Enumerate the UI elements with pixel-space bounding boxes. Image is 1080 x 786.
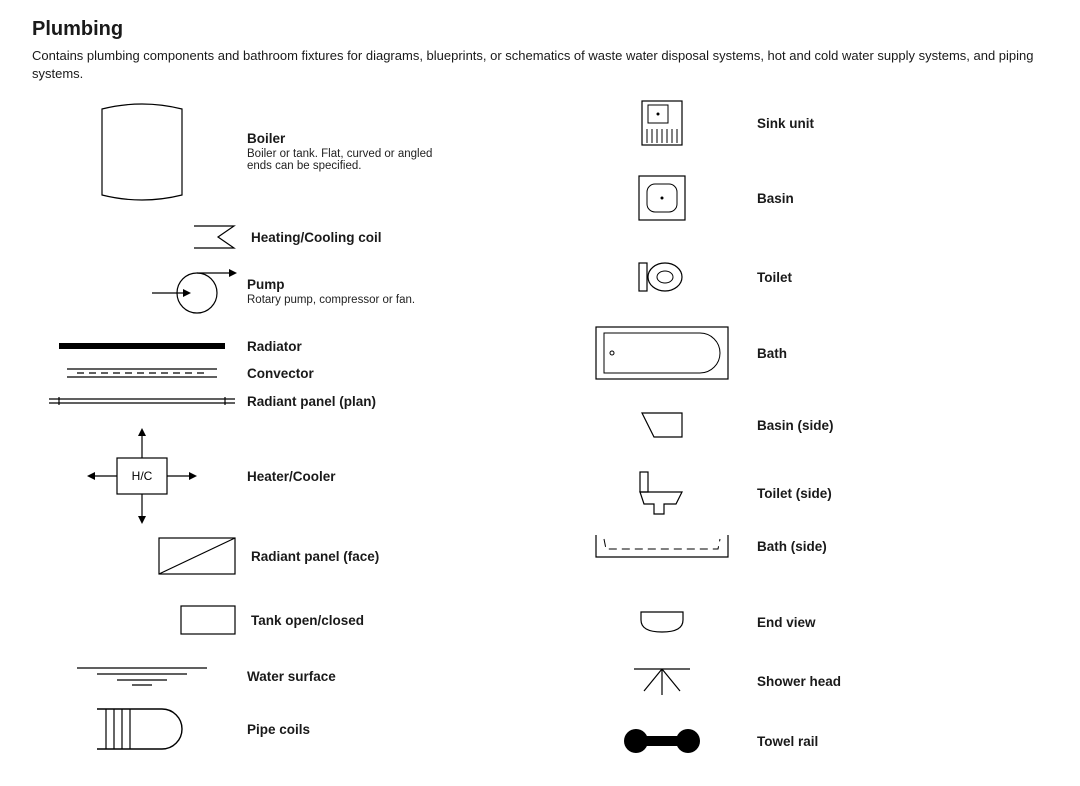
label-heater-cooler: Heater/Cooler [247,469,336,484]
radiant-plan-icon [47,396,237,406]
label-radiant-plan: Radiant panel (plan) [247,394,376,409]
heater-cooler-icon: H/C [67,426,217,526]
sink-unit-icon [640,99,684,147]
row-radiator: Radiator [47,339,447,353]
label-end-view: End view [757,615,816,630]
symbol-grid: Boiler Boiler or tank. Flat, curved or a… [32,94,1048,784]
label-radiator: Radiator [247,339,302,354]
basin-icon [637,174,687,222]
row-heater-cooler: H/C Heater/Cooler [47,426,447,526]
convector-icon [62,366,222,380]
end-view-icon [639,610,685,634]
boiler-icon [97,97,187,207]
row-bath: Bath [577,324,977,382]
row-toilet: Toilet [577,256,977,298]
row-pipe-coils: Pipe coils [47,704,447,754]
label-toilet: Toilet [757,270,792,285]
label-boiler-sub: Boiler or tank. Flat, curved or angled e… [247,148,447,172]
row-boiler: Boiler Boiler or tank. Flat, curved or a… [47,94,447,209]
shower-head-icon [632,665,692,697]
row-toilet-side: Toilet (side) [577,469,977,517]
row-radiant-face: Radiant panel (face) [47,536,447,576]
hc-text: H/C [132,469,153,483]
row-water-surface: Water surface [47,662,447,690]
toilet-icon [637,257,687,297]
radiant-face-icon [157,536,237,576]
label-shower-head: Shower head [757,674,841,689]
row-coil: Heating/Cooling coil [47,222,447,252]
label-bath-side: Bath (side) [757,539,827,554]
label-toilet-side: Toilet (side) [757,486,832,501]
tank-icon [179,604,237,636]
row-shower-head: Shower head [577,664,977,698]
label-basin: Basin [757,191,794,206]
pump-icon [147,267,237,315]
water-surface-icon [72,665,212,687]
row-towel-rail: Towel rail [577,726,977,756]
label-bath: Bath [757,346,787,361]
label-radiant-face: Radiant panel (face) [251,549,379,564]
coil-icon [191,223,237,251]
row-sink-unit: Sink unit [577,98,977,148]
page-description: Contains plumbing components and bathroo… [32,47,1048,82]
label-tank: Tank open/closed [251,613,364,628]
label-water-surface: Water surface [247,669,336,684]
label-pump: Pump [247,277,415,292]
bath-side-icon [594,533,730,559]
row-basin-side: Basin (side) [577,410,977,440]
row-basin: Basin [577,174,977,222]
row-pump: Pump Rotary pump, compressor or fan. [47,266,447,316]
toilet-side-icon [636,470,688,516]
radiator-icon [57,340,227,352]
label-convector: Convector [247,366,314,381]
basin-side-icon [640,411,684,439]
label-pipe-coils: Pipe coils [247,722,310,737]
pipe-coils-icon [92,706,192,752]
row-convector: Convector [47,364,447,382]
row-radiant-plan: Radiant panel (plan) [47,395,447,407]
label-towel-rail: Towel rail [757,734,818,749]
row-bath-side: Bath (side) [577,532,977,560]
towel-rail-icon [622,727,702,755]
bath-icon [594,325,730,381]
row-end-view: End view [577,609,977,635]
row-tank: Tank open/closed [47,604,447,636]
page-title: Plumbing [32,18,1048,41]
label-coil: Heating/Cooling coil [251,230,382,245]
label-basin-side: Basin (side) [757,418,834,433]
label-pump-sub: Rotary pump, compressor or fan. [247,294,415,306]
label-boiler: Boiler [247,131,447,146]
label-sink-unit: Sink unit [757,116,814,131]
